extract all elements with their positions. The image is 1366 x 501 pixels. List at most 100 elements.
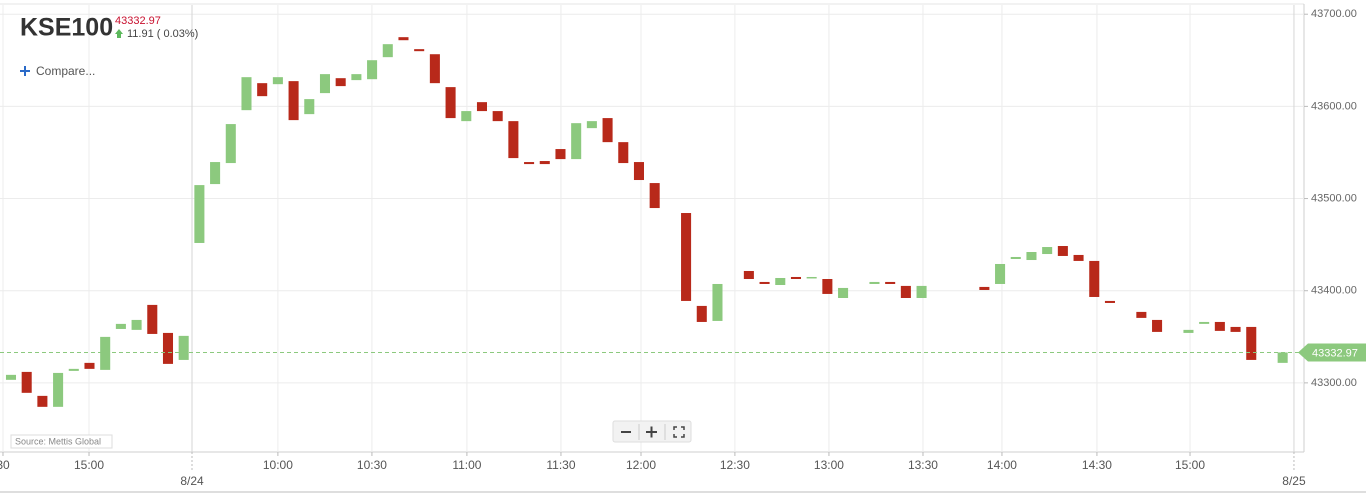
candle xyxy=(147,304,158,334)
y-tick-label: 43400.00 xyxy=(1311,285,1357,297)
candle xyxy=(210,162,221,185)
zoom-controls xyxy=(612,420,692,443)
last-price-tag-label: 43332.97 xyxy=(1312,347,1358,359)
x-tick-label: 10:30 xyxy=(357,458,387,472)
candle xyxy=(869,281,880,284)
candle xyxy=(414,49,425,52)
candle xyxy=(319,74,331,94)
candle xyxy=(1057,246,1068,256)
candle xyxy=(539,161,550,165)
candle xyxy=(1042,247,1053,255)
x-tick-label: 15:00 xyxy=(74,458,104,472)
candle xyxy=(838,287,849,298)
x-tick-label: 30 xyxy=(0,458,10,472)
candle xyxy=(1026,252,1037,261)
candle xyxy=(1183,329,1194,333)
candle xyxy=(806,276,817,279)
header: KSE100 43332.97 11.91 ( 0.03%) xyxy=(20,14,198,42)
last-price: 43332.97 xyxy=(115,15,161,27)
change-label: 11.91 ( 0.03%) xyxy=(127,28,198,40)
candle xyxy=(602,118,613,143)
candle xyxy=(382,44,393,58)
candle xyxy=(900,285,911,298)
candle xyxy=(351,74,362,81)
candle xyxy=(586,121,597,129)
candle xyxy=(1136,311,1147,318)
candle xyxy=(508,121,519,159)
candle xyxy=(162,332,174,364)
candle xyxy=(37,395,48,407)
candle xyxy=(492,111,503,122)
candle xyxy=(115,323,126,329)
candle xyxy=(822,279,833,294)
candle xyxy=(979,286,990,290)
zoom-in[interactable] xyxy=(646,426,657,438)
x-tick-label: 12:00 xyxy=(626,458,656,472)
candle xyxy=(1199,321,1210,324)
candle xyxy=(445,87,456,119)
chart-title: KSE100 xyxy=(20,14,113,42)
candle xyxy=(257,83,268,97)
candle xyxy=(1152,319,1163,332)
candle xyxy=(100,336,111,370)
compare-button[interactable]: Compare... xyxy=(20,64,95,78)
candle xyxy=(1230,326,1241,332)
candle xyxy=(1214,321,1225,331)
x-tick-label: 12:30 xyxy=(720,458,750,472)
y-tick-label: 43700.00 xyxy=(1311,8,1357,20)
candle xyxy=(1104,300,1115,303)
candle xyxy=(429,54,440,84)
plus-icon xyxy=(20,66,30,76)
date-tick-label: 8/24 xyxy=(180,474,204,488)
candle xyxy=(555,149,566,160)
candle xyxy=(288,81,299,121)
candle xyxy=(1246,326,1257,360)
source-box xyxy=(10,434,113,449)
compare-label[interactable]: Compare... xyxy=(36,64,95,78)
x-tick-label: 11:00 xyxy=(452,458,481,472)
y-tick-label: 43500.00 xyxy=(1311,192,1357,204)
candle xyxy=(21,371,32,393)
x-tick-label: 13:30 xyxy=(908,458,938,472)
candle xyxy=(53,372,64,407)
candle xyxy=(5,374,17,380)
candle xyxy=(916,285,927,298)
candle xyxy=(759,281,770,284)
candle xyxy=(335,78,346,87)
candle xyxy=(995,263,1006,284)
candle xyxy=(461,111,472,122)
x-tick-label: 14:30 xyxy=(1082,458,1112,472)
candle xyxy=(131,319,142,330)
x-tick-label: 13:00 xyxy=(814,458,844,472)
candle xyxy=(633,162,644,181)
x-tick-label: 15:00 xyxy=(1175,458,1205,472)
candle xyxy=(178,335,189,360)
candle xyxy=(1277,352,1288,363)
candle xyxy=(649,183,660,209)
candle xyxy=(225,124,236,164)
candle xyxy=(681,213,692,301)
candle xyxy=(476,102,488,112)
candle xyxy=(571,123,582,160)
up-arrow xyxy=(115,29,123,38)
candle xyxy=(790,276,801,280)
candle xyxy=(272,77,283,85)
last-price-tag xyxy=(1298,343,1366,362)
candle xyxy=(241,77,252,111)
fullscreen[interactable] xyxy=(673,426,685,438)
candle xyxy=(84,362,95,369)
candle xyxy=(712,283,723,321)
plot-area xyxy=(0,5,1304,452)
y-tick-label: 43300.00 xyxy=(1311,377,1357,389)
candle xyxy=(743,270,754,280)
candle xyxy=(524,162,535,165)
x-tick-label: 14:00 xyxy=(987,458,1017,472)
candle xyxy=(696,305,707,322)
candle xyxy=(1010,256,1021,260)
candle xyxy=(885,281,896,284)
source: Source: Mettis Global xyxy=(15,436,101,446)
x-tick-label: 10:00 xyxy=(263,458,293,472)
candle xyxy=(367,60,378,80)
candle xyxy=(68,368,79,371)
